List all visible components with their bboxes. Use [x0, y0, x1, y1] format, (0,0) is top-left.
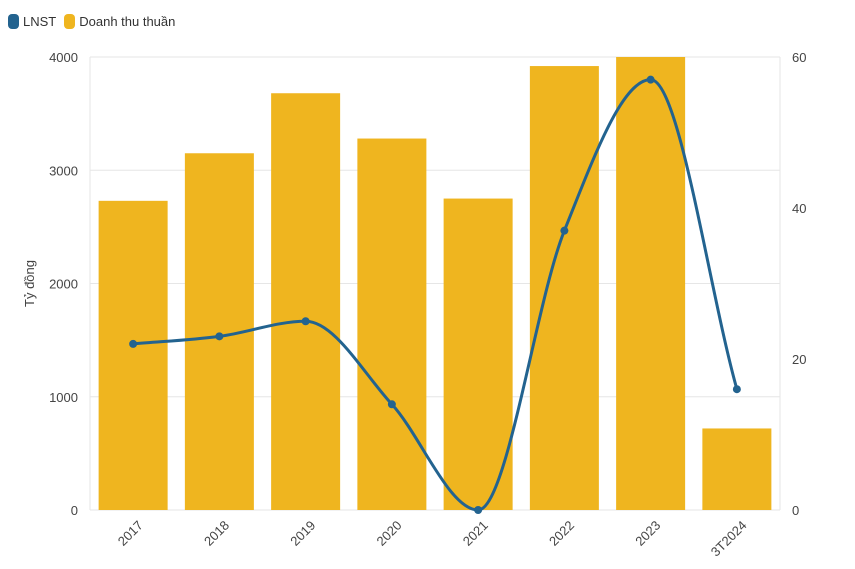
y-tick-label: 3000: [49, 163, 78, 178]
legend-label-lnst: LNST: [23, 14, 57, 29]
lnst-point-2018: [215, 332, 224, 341]
chart-legend: LNST Doanh thu thuần: [8, 14, 183, 29]
bar-3T2024: [702, 428, 772, 510]
bar-2021: [443, 198, 513, 510]
x-tick-label: 2020: [374, 518, 405, 549]
bar-2020: [357, 138, 427, 511]
x-tick-label: 3T2024: [708, 518, 750, 560]
y2-tick-label: 60: [792, 50, 806, 65]
bar-2017: [98, 200, 168, 510]
legend-label-revenue: Doanh thu thuần: [79, 14, 176, 29]
lnst-point-3T2024: [732, 385, 741, 394]
x-tick-label: 2023: [632, 518, 663, 549]
bar-2019: [271, 93, 341, 511]
x-tick-label: 2022: [546, 518, 577, 549]
legend-item-lnst[interactable]: LNST: [8, 14, 56, 29]
bar-2023: [616, 57, 686, 510]
lnst-point-2021: [474, 506, 483, 514]
x-tick-label: 2017: [115, 518, 146, 549]
lnst-point-2023: [646, 75, 655, 84]
lnst-point-2020: [387, 400, 396, 409]
lnst-point-2022: [560, 226, 569, 235]
y-tick-label: 4000: [49, 50, 78, 65]
x-tick-label: 2018: [201, 518, 232, 549]
legend-swatch-revenue: [64, 14, 76, 29]
y2-tick-label: 40: [792, 201, 806, 216]
x-tick-label: 2021: [460, 518, 491, 549]
lnst-point-2019: [301, 317, 310, 326]
lnst-point-2017: [129, 339, 138, 348]
y2-tick-label: 0: [792, 503, 799, 518]
legend-item-revenue[interactable]: Doanh thu thuần: [64, 14, 175, 29]
y-tick-label: 0: [71, 503, 78, 518]
x-tick-label: 2019: [287, 518, 318, 549]
y2-tick-label: 20: [792, 352, 806, 367]
y-tick-label: 1000: [49, 390, 78, 405]
legend-swatch-lnst: [8, 14, 19, 29]
y-tick-label: 2000: [49, 277, 78, 292]
lnst-line: [132, 78, 739, 512]
y-axis-title: Tỷ đồng: [22, 260, 37, 307]
bar-2022: [529, 66, 599, 510]
